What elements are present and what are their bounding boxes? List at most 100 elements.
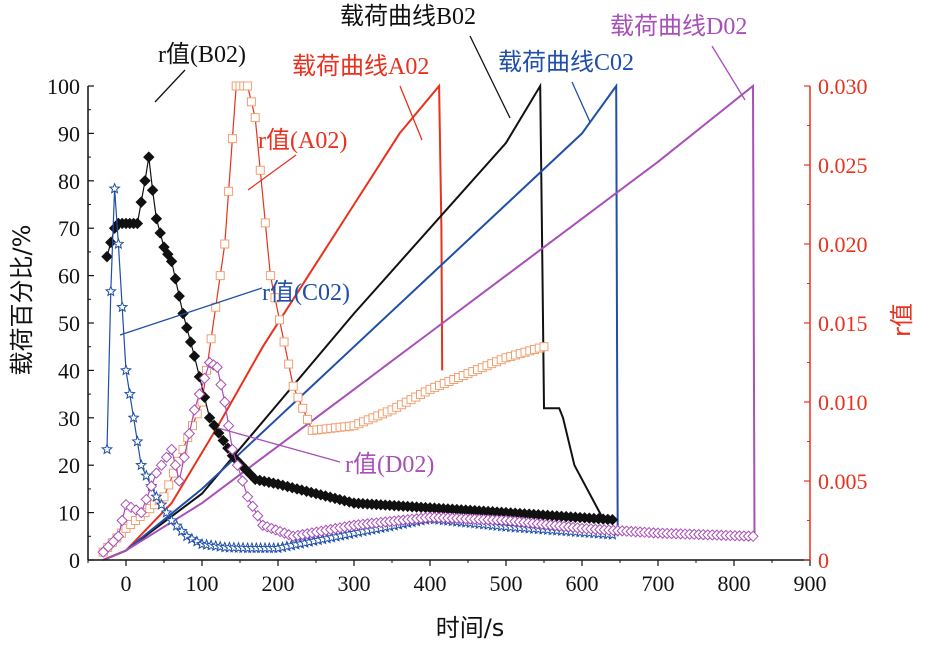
data-point (135, 506, 147, 519)
series-7 (97, 356, 759, 558)
annotation-label: 载荷曲线A02 (292, 53, 429, 80)
data-point (206, 334, 216, 344)
data-point (150, 490, 163, 502)
series-2 (102, 82, 619, 561)
data-point (143, 151, 155, 163)
x-tick-label: 0 (121, 571, 132, 596)
data-point (220, 239, 230, 249)
annotation-leader (247, 154, 297, 191)
y-left-tick-label: 0 (69, 548, 80, 573)
data-point (211, 361, 223, 373)
data-point (119, 364, 133, 376)
y-left-tick-label: 60 (58, 264, 80, 289)
annotation-leader (469, 35, 511, 119)
x-tick-label: 500 (490, 571, 523, 596)
data-point (116, 300, 129, 313)
data-point (250, 113, 260, 123)
y-left-tick-label: 40 (58, 358, 80, 383)
data-point (188, 421, 197, 431)
data-point (215, 378, 227, 391)
data-point (246, 500, 259, 512)
annotation-label: 载荷曲线D02 (610, 13, 747, 40)
series-line (102, 82, 619, 561)
data-point (164, 480, 174, 490)
x-tick-label: 400 (414, 571, 447, 596)
annotation-leader (399, 85, 423, 141)
data-point (298, 403, 308, 413)
data-point (222, 419, 235, 432)
data-point (178, 451, 190, 464)
data-point (224, 186, 234, 196)
data-point (165, 443, 178, 456)
data-point (193, 388, 206, 400)
series-0 (102, 83, 444, 561)
y-right-tick-label: 0.025 (818, 153, 868, 178)
data-point (246, 97, 256, 107)
annotation-layer: 载荷曲线B02 载荷曲线D02 载荷曲线A02 载荷曲线C02 r值(B02) r值(A0… (119, 3, 747, 478)
y-right-tick-label: 0.015 (818, 311, 868, 336)
data-point (284, 359, 294, 369)
y-left-tick-label: 50 (58, 311, 80, 336)
data-point (139, 175, 151, 187)
data-point (165, 514, 178, 526)
data-point (104, 285, 117, 297)
data-point (293, 392, 303, 402)
series-line (102, 82, 606, 561)
series-5 (101, 151, 619, 526)
data-point (270, 293, 280, 303)
series-1 (102, 82, 606, 561)
data-point (116, 514, 128, 527)
y-left-tick-label: 80 (58, 169, 80, 194)
data-point (213, 427, 225, 439)
data-point (275, 315, 285, 325)
data-point (140, 469, 153, 481)
annotation-label: r值(C02) (262, 279, 350, 306)
data-point (112, 237, 125, 250)
y-left-tick-label: 90 (58, 121, 80, 146)
data-point (135, 196, 147, 208)
y-left-tick-label: 30 (58, 406, 80, 431)
data-point (169, 273, 182, 285)
annotation-label: r值(A02) (258, 127, 347, 154)
data-point (188, 404, 201, 416)
data-point (219, 396, 231, 408)
data-point (170, 519, 183, 531)
annotation-label: 载荷曲线B02 (340, 3, 476, 30)
annotation-leader (154, 69, 186, 103)
data-point (154, 227, 166, 239)
data-point (155, 498, 168, 510)
series-6 (100, 182, 619, 554)
data-point (747, 530, 759, 543)
annotation-leader (571, 81, 591, 123)
data-point (169, 459, 182, 471)
x-tick-label: 700 (642, 571, 675, 596)
data-point (184, 336, 197, 348)
data-point (265, 271, 275, 281)
data-point (173, 290, 185, 302)
y-right-tick-label: 0 (818, 548, 829, 573)
y-right-axis-title: r值 (888, 303, 916, 337)
data-point (131, 435, 144, 447)
y-left-tick-label: 70 (58, 216, 80, 241)
annotation-leader (711, 45, 746, 101)
x-tick-label: 800 (718, 571, 751, 596)
data-point (160, 506, 173, 518)
y-right-tick-label: 0.010 (818, 390, 868, 415)
axes-layer: 0 100 200 300 400 500 600 700 800 900010203040506… (47, 74, 868, 596)
data-point (175, 524, 188, 537)
data-point (539, 342, 549, 352)
data-point (215, 271, 225, 281)
data-point (112, 530, 125, 543)
annotation-leader (119, 287, 263, 336)
data-point (160, 451, 173, 464)
data-point (252, 510, 264, 522)
data-point (183, 427, 196, 440)
data-point (231, 459, 244, 471)
series-line (102, 83, 444, 561)
data-point (135, 458, 148, 471)
data-point (162, 248, 174, 260)
annotation-leader (217, 427, 341, 463)
data-point (158, 241, 170, 253)
data-point (180, 529, 193, 542)
